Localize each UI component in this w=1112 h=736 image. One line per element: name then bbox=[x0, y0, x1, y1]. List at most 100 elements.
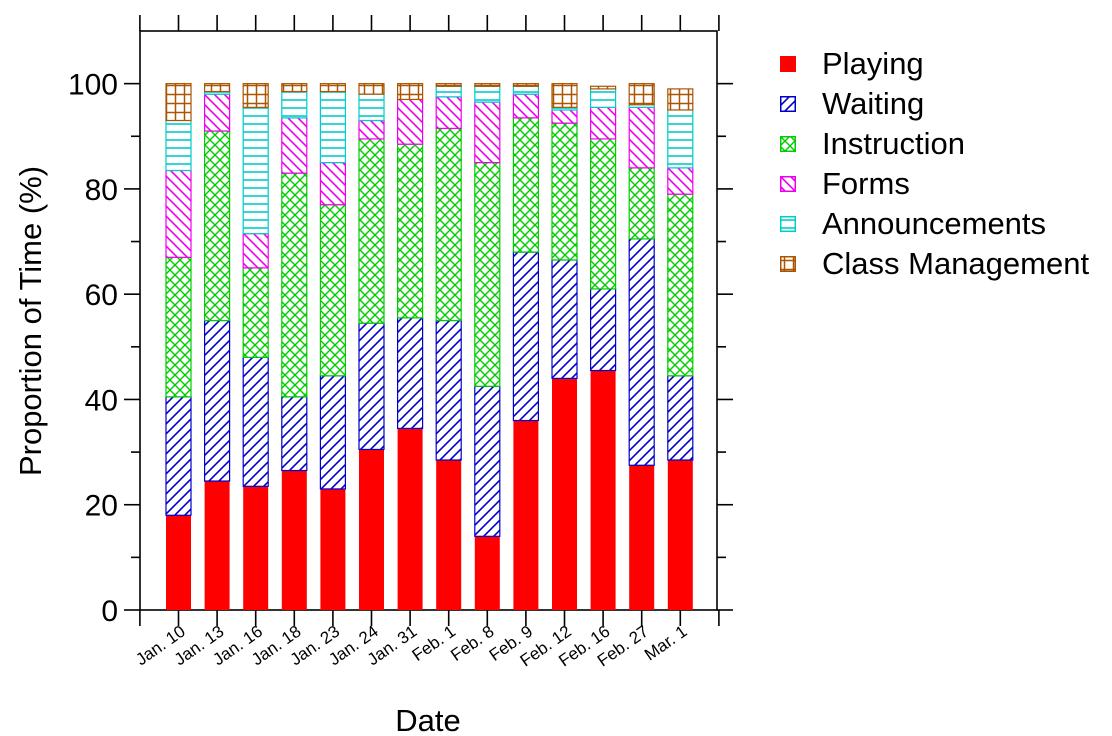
bar-segment-instruction bbox=[667, 193, 694, 377]
legend-swatch bbox=[780, 216, 796, 232]
bar-segment-announcements bbox=[358, 93, 385, 122]
bar-segment-waiting bbox=[512, 251, 540, 422]
bar-segment-playing bbox=[552, 378, 577, 610]
bar-segment-playing bbox=[359, 449, 384, 610]
legend-label: Instruction bbox=[822, 126, 966, 161]
x-axis-label: Date bbox=[395, 703, 460, 736]
bar-segment-class-management bbox=[204, 83, 231, 93]
bar-segment-announcements bbox=[319, 90, 346, 164]
bar-segment-instruction bbox=[551, 122, 578, 261]
bar-segment-forms bbox=[165, 169, 192, 258]
bar-segment-playing bbox=[474, 536, 500, 610]
bar-segment-waiting bbox=[435, 319, 462, 461]
bar-segment-class-management bbox=[628, 83, 655, 106]
bar-segment-instruction bbox=[165, 256, 192, 398]
bar-segment-playing bbox=[667, 459, 693, 610]
bar-segment-playing bbox=[513, 420, 539, 610]
bar-segment-instruction bbox=[281, 172, 308, 398]
y-tick-label: 80 bbox=[85, 174, 118, 207]
bar-segment-instruction bbox=[319, 204, 346, 377]
bar-segment-forms bbox=[667, 167, 694, 195]
bar-segment-instruction bbox=[204, 130, 231, 322]
y-tick-label: 40 bbox=[85, 384, 118, 417]
plot-frame bbox=[139, 30, 718, 611]
bar-segment-waiting bbox=[667, 375, 694, 461]
bar-segment-class-management bbox=[319, 83, 346, 93]
bar-segment-instruction bbox=[435, 127, 462, 322]
bar-segment-class-management bbox=[242, 83, 269, 108]
legend-label: Waiting bbox=[822, 86, 925, 121]
bar-segment-waiting bbox=[397, 317, 424, 430]
bar-segment-waiting bbox=[242, 356, 269, 487]
bar-segment-forms bbox=[628, 106, 655, 169]
legend-swatch bbox=[780, 96, 796, 112]
bar-segment-class-management bbox=[551, 83, 578, 108]
bar-segment-announcements bbox=[281, 90, 308, 119]
bar-segment-announcements bbox=[474, 85, 501, 103]
ticks-layer bbox=[124, 15, 733, 626]
bar-segment-announcements bbox=[589, 88, 617, 108]
bar-segment-forms bbox=[319, 161, 346, 206]
bar-segment-waiting bbox=[204, 319, 231, 482]
bar-segment-forms bbox=[281, 117, 308, 174]
legend-label: Forms bbox=[822, 166, 910, 201]
bar-segment-announcements bbox=[242, 106, 269, 235]
legend-label: Class Management bbox=[822, 246, 1090, 281]
bar-segment-class-management bbox=[474, 83, 501, 87]
x-tick-label: Mar. 1 bbox=[641, 622, 691, 665]
bar-segment-forms bbox=[397, 98, 424, 145]
bar-segment-playing bbox=[397, 428, 423, 610]
bar-segment-playing bbox=[281, 470, 307, 610]
bar-segment-waiting bbox=[628, 238, 655, 466]
bar-segment-waiting bbox=[319, 375, 346, 490]
bar-segment-forms bbox=[589, 106, 617, 140]
x-tick-label: Feb. 8 bbox=[447, 622, 497, 665]
y-tick-label: 100 bbox=[68, 69, 118, 102]
bar-segment-forms bbox=[474, 101, 501, 164]
bar-segment-class-management bbox=[358, 83, 385, 95]
legend-swatch bbox=[780, 256, 796, 272]
bar-segment-class-management bbox=[512, 83, 540, 87]
legend-swatch bbox=[780, 56, 796, 72]
bars-layer bbox=[165, 83, 694, 610]
bar-segment-instruction bbox=[397, 143, 424, 319]
bar-segment-announcements bbox=[435, 85, 462, 98]
bar-segment-playing bbox=[629, 465, 655, 610]
y-tick-label: 20 bbox=[85, 490, 118, 523]
y-tick-label: 0 bbox=[101, 595, 118, 628]
bar-segment-instruction bbox=[358, 138, 385, 324]
bar-segment-forms bbox=[512, 93, 540, 119]
bar-segment-waiting bbox=[281, 396, 308, 472]
bar-segment-forms bbox=[551, 109, 578, 124]
legend-swatch bbox=[780, 136, 796, 152]
bar-segment-class-management bbox=[589, 85, 617, 90]
bar-segment-class-management bbox=[435, 83, 462, 87]
bar-segment-announcements bbox=[165, 119, 192, 172]
bar-segment-instruction bbox=[628, 167, 655, 240]
y-tick-label: 60 bbox=[85, 279, 118, 312]
bar-segment-forms bbox=[435, 96, 462, 129]
bar-segment-forms bbox=[358, 119, 385, 140]
bar-segment-class-management bbox=[667, 88, 694, 111]
bar-segment-waiting bbox=[358, 322, 385, 451]
bar-segment-instruction bbox=[242, 267, 269, 358]
bar-segment-waiting bbox=[474, 385, 501, 537]
bar-segment-playing bbox=[436, 459, 462, 610]
bar-segment-class-management bbox=[281, 83, 308, 93]
bar-segment-instruction bbox=[512, 117, 540, 253]
bar-segment-playing bbox=[243, 486, 269, 610]
legend-label: Announcements bbox=[822, 206, 1047, 241]
bar-segment-instruction bbox=[474, 161, 501, 387]
legend-swatch bbox=[780, 176, 796, 192]
legend-label: Playing bbox=[822, 46, 924, 81]
bar-segment-waiting bbox=[551, 259, 578, 380]
bar-segment-announcements bbox=[512, 85, 540, 95]
y-axis-label: Proportion of Time (%) bbox=[13, 166, 48, 476]
x-tick-label: Feb. 1 bbox=[409, 622, 459, 665]
bar-segment-playing bbox=[204, 481, 230, 610]
bar-segment-waiting bbox=[165, 396, 192, 516]
bar-segment-playing bbox=[166, 515, 191, 610]
bar-segment-announcements bbox=[667, 109, 694, 169]
